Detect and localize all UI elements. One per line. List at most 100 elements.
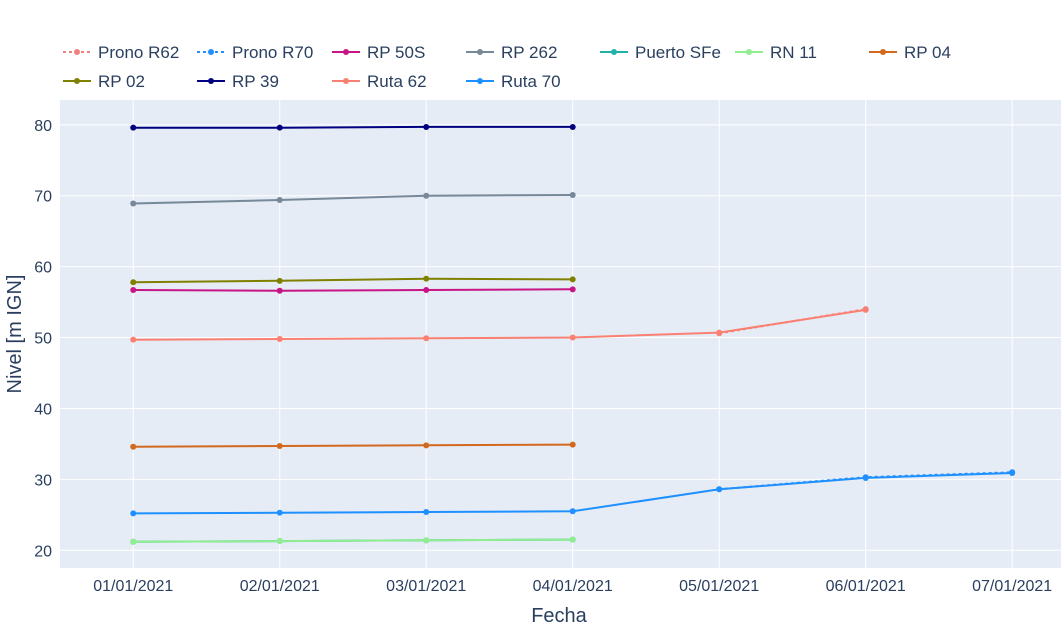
y-tick-label: 80 — [34, 118, 52, 135]
legend-marker — [343, 49, 349, 55]
legend-label: Prono R70 — [232, 43, 313, 62]
y-tick-label: 70 — [34, 189, 52, 206]
data-point-rn-11[interactable] — [423, 537, 430, 544]
data-point-ruta-70[interactable] — [423, 508, 430, 515]
series-ruta-70 — [130, 469, 1016, 517]
legend-marker — [611, 49, 617, 55]
data-point-rp-04[interactable] — [276, 443, 283, 450]
x-tick-label: 02/01/2021 — [240, 578, 320, 595]
x-tick-label: 07/01/2021 — [972, 578, 1052, 595]
data-point-rp-39[interactable] — [569, 123, 576, 130]
series-line-rp-39 — [133, 125, 573, 129]
data-point-rp-262[interactable] — [569, 192, 576, 199]
legend-label: Prono R62 — [98, 43, 179, 62]
data-point-rp-262[interactable] — [130, 200, 137, 207]
data-point-rp-50s[interactable] — [130, 287, 137, 294]
data-point-rn-11[interactable] — [130, 538, 137, 545]
data-point-ruta-62[interactable] — [862, 306, 869, 313]
series-rp-262 — [130, 192, 576, 207]
data-point-ruta-70[interactable] — [862, 474, 869, 481]
series-rp-04 — [130, 441, 576, 450]
data-point-rn-11[interactable] — [569, 536, 576, 543]
legend-item-ruta-62[interactable]: Ruta 62 — [332, 72, 427, 91]
data-point-ruta-70[interactable] — [716, 486, 723, 493]
data-point-rp-02[interactable] — [423, 275, 430, 282]
data-point-rp-04[interactable] — [569, 441, 576, 448]
legend-marker — [208, 78, 214, 84]
series-line-ruta-62 — [133, 308, 866, 341]
data-point-rp-50s[interactable] — [569, 286, 576, 293]
data-point-ruta-62[interactable] — [423, 335, 430, 342]
data-point-ruta-62[interactable] — [716, 329, 723, 336]
y-tick-label: 50 — [34, 331, 52, 348]
y-tick-label: 30 — [34, 472, 52, 489]
data-point-rp-02[interactable] — [276, 277, 283, 284]
data-point-rp-04[interactable] — [130, 443, 137, 450]
plot-background — [60, 100, 1061, 568]
legend-marker — [880, 49, 886, 55]
data-point-rp-262[interactable] — [276, 196, 283, 203]
legend-item-rp-02[interactable]: RP 02 — [63, 72, 145, 91]
legend-item-rn-11[interactable]: RN 11 — [735, 43, 817, 62]
series-rp-02 — [130, 275, 576, 286]
data-point-rp-50s[interactable] — [276, 287, 283, 294]
x-tick-label: 05/01/2021 — [679, 578, 759, 595]
y-tick-label: 60 — [34, 260, 52, 277]
data-point-ruta-70[interactable] — [1009, 469, 1016, 476]
legend-item-prono-r62[interactable]: Prono R62 — [63, 43, 179, 62]
legend-item-prono-r70[interactable]: Prono R70 — [197, 43, 313, 62]
legend-label: RP 262 — [501, 43, 557, 62]
legend-label: RP 02 — [98, 72, 145, 91]
legend-item-puerto-sfe[interactable]: Puerto SFe — [600, 43, 721, 62]
legend[interactable]: Prono R62 Prono R70 RP 50S RP 262 Puerto SFe… — [63, 43, 951, 91]
data-point-ruta-62[interactable] — [569, 334, 576, 341]
data-point-ruta-70[interactable] — [276, 509, 283, 516]
series-rp-39 — [130, 123, 576, 131]
data-point-rp-50s[interactable] — [423, 287, 430, 294]
data-point-ruta-70[interactable] — [569, 508, 576, 515]
y-tick-label: 20 — [34, 543, 52, 560]
series-ruta-62 — [130, 306, 869, 343]
data-point-rp-39[interactable] — [276, 124, 283, 131]
series-layer — [130, 123, 1016, 545]
legend-marker — [477, 78, 483, 84]
data-point-rp-02[interactable] — [569, 276, 576, 283]
legend-label: Puerto SFe — [635, 43, 721, 62]
legend-item-rp-262[interactable]: RP 262 — [466, 43, 557, 62]
legend-item-rp-04[interactable]: RP 04 — [869, 43, 951, 62]
x-tick-labels: 01/01/2021 02/01/2021 03/01/2021 04/01/2021… — [93, 578, 1052, 595]
data-point-rp-39[interactable] — [130, 124, 137, 131]
legend-label: RP 39 — [232, 72, 279, 91]
series-rn-11 — [130, 536, 576, 545]
data-point-rp-39[interactable] — [423, 123, 430, 130]
legend-marker — [343, 78, 349, 84]
legend-label: Ruta 70 — [501, 72, 561, 91]
legend-marker — [74, 49, 80, 55]
y-tick-label: 40 — [34, 401, 52, 418]
series-line-rp-02 — [133, 277, 573, 284]
x-tick-label: 06/01/2021 — [826, 578, 906, 595]
x-tick-label: 01/01/2021 — [93, 578, 173, 595]
legend-item-rp-39[interactable]: RP 39 — [197, 72, 279, 91]
series-rp-50s — [130, 286, 576, 294]
x-axis-title: Fecha — [531, 605, 587, 627]
x-tick-label: 03/01/2021 — [386, 578, 466, 595]
legend-marker — [74, 78, 80, 84]
legend-item-ruta-70[interactable]: Ruta 70 — [466, 72, 561, 91]
y-tick-labels: 20 30 40 50 60 70 80 — [34, 118, 52, 560]
legend-marker — [477, 49, 483, 55]
legend-marker — [208, 49, 214, 55]
data-point-ruta-62[interactable] — [130, 336, 137, 343]
y-axis-title: Nivel [m IGN] — [4, 275, 26, 394]
data-point-rp-04[interactable] — [423, 442, 430, 449]
legend-label: RN 11 — [770, 43, 817, 62]
data-point-rp-02[interactable] — [130, 279, 137, 286]
data-point-ruta-62[interactable] — [276, 335, 283, 342]
series-line-rp-04 — [133, 443, 573, 448]
data-point-rp-262[interactable] — [423, 192, 430, 199]
data-point-ruta-70[interactable] — [130, 510, 137, 517]
legend-label: RP 04 — [904, 43, 951, 62]
legend-item-rp-50s[interactable]: RP 50S — [332, 43, 425, 62]
data-point-rn-11[interactable] — [276, 538, 283, 545]
